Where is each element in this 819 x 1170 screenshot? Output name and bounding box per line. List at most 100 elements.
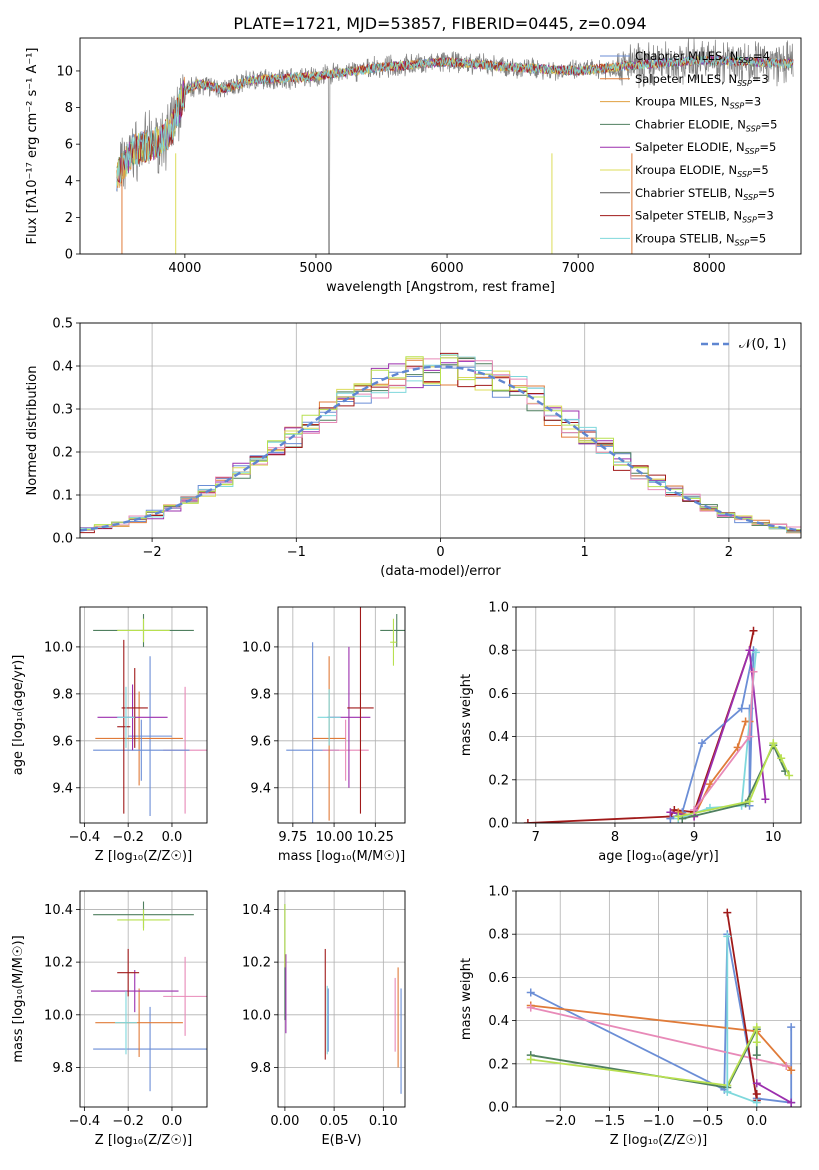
x-tick-label: 7000 bbox=[562, 261, 595, 276]
weight-marker bbox=[752, 1098, 761, 1107]
weight-marker bbox=[698, 739, 707, 748]
legend-value: =5 bbox=[749, 231, 766, 245]
y-tick-label: 0.0 bbox=[52, 532, 73, 547]
legend-subscript: SSP bbox=[746, 124, 761, 133]
plot-area bbox=[116, 38, 794, 254]
data-point bbox=[93, 719, 190, 781]
legend-label: Chabrier MILES, NSSP=4 bbox=[635, 49, 770, 65]
y-tick-label: 1.0 bbox=[488, 885, 509, 900]
weight-marker bbox=[723, 932, 732, 941]
x-tick-label: 6000 bbox=[431, 261, 464, 276]
x-tick-label: −1.5 bbox=[594, 1114, 626, 1129]
plot-area bbox=[284, 904, 402, 1094]
weight-marker bbox=[761, 795, 770, 804]
y-tick-label: 1.0 bbox=[488, 601, 509, 616]
x-tick-label: 2 bbox=[725, 545, 733, 560]
weight-marker bbox=[690, 806, 699, 815]
x-tick-label: −2.0 bbox=[544, 1114, 576, 1129]
plot-area bbox=[523, 626, 794, 823]
x-tick-label: 0.0 bbox=[746, 1114, 767, 1129]
x-axis-label: mass [log₁₀(M/M☉)] bbox=[278, 849, 405, 864]
x-tick-label: 0.10 bbox=[369, 1114, 398, 1129]
weight-marker bbox=[787, 1066, 796, 1075]
weight-marker bbox=[745, 797, 754, 806]
x-axis-label: E(B-V) bbox=[321, 1133, 361, 1148]
y-axis-label: mass weight bbox=[459, 674, 474, 756]
axes-frame bbox=[79, 606, 208, 824]
plot-area bbox=[93, 614, 207, 816]
x-tick-label: 10.00 bbox=[315, 830, 352, 845]
model-spectrum bbox=[116, 55, 794, 184]
y-tick-label: 9.6 bbox=[250, 734, 271, 749]
x-tick-label: 5000 bbox=[299, 261, 332, 276]
legend-subscript: SSP bbox=[735, 238, 750, 247]
legend-subscript: SSP bbox=[743, 193, 758, 202]
weight-marker bbox=[523, 819, 532, 823]
weight-series bbox=[756, 1082, 792, 1104]
panel-mass_vs_ebv: 0.00 0.05 0.10 9.8 10.0 10.2 10.4 E(B-V) bbox=[242, 890, 406, 1148]
x-tick-label: 0.0 bbox=[162, 830, 183, 845]
y-tick-label: 4 bbox=[65, 174, 73, 189]
x-axis-label: Z [log₁₀(Z/Z☉)] bbox=[610, 1133, 707, 1148]
weight-marker bbox=[723, 908, 732, 917]
x-tick-label: −1.0 bbox=[643, 1114, 675, 1129]
x-tick-label: 4000 bbox=[168, 261, 201, 276]
x-tick-label: −0.2 bbox=[112, 1114, 144, 1129]
x-tick-label: 9.75 bbox=[278, 830, 307, 845]
weight-marker bbox=[526, 1003, 535, 1012]
legend-n: N bbox=[735, 186, 744, 200]
x-tick-label: 10.25 bbox=[357, 830, 394, 845]
weight-series bbox=[670, 649, 767, 818]
weight-marker bbox=[782, 1061, 791, 1070]
panel-age_vs_Z: −0.4 −0.2 0.0 9.4 9.6 9.8 10.0 Z [log₁₀(Z/Z☉)] a… bbox=[11, 606, 208, 864]
x-tick-label: −2 bbox=[143, 545, 162, 560]
data-point bbox=[117, 639, 131, 814]
data-point bbox=[95, 691, 183, 786]
y-tick-label: 9.8 bbox=[52, 687, 73, 702]
x-tick-label: −0.2 bbox=[112, 830, 144, 845]
y-tick-label: 9.8 bbox=[52, 1061, 73, 1076]
weight-marker bbox=[526, 988, 535, 997]
weight-series bbox=[678, 720, 750, 818]
x-tick-label: −0.4 bbox=[69, 830, 101, 845]
data-point bbox=[117, 948, 140, 997]
y-tick-label: 9.8 bbox=[250, 687, 271, 702]
x-axis-label: (data-model)/error bbox=[380, 564, 501, 579]
weight-marker bbox=[745, 646, 754, 655]
weight-marker bbox=[752, 1090, 761, 1099]
y-axis-label: mass [log₁₀(M/M☉)] bbox=[11, 935, 26, 1062]
y-tick-label: 8 bbox=[65, 101, 73, 116]
y-axis-label: Flux [fλ10⁻¹⁷ erg cm⁻² s⁻¹ A⁻¹] bbox=[25, 48, 40, 245]
y-tick-label: 0.6 bbox=[488, 687, 509, 702]
y-tick-label: 0.0 bbox=[488, 817, 509, 832]
legend-value: =4 bbox=[753, 49, 770, 63]
y-tick-label: 0.3 bbox=[52, 403, 73, 418]
y-tick-label: 6 bbox=[65, 138, 73, 153]
weight-marker bbox=[777, 754, 786, 763]
data-point bbox=[117, 686, 135, 748]
weight-marker bbox=[752, 1038, 761, 1047]
weight-series bbox=[530, 934, 793, 1104]
x-tick-label: 0.00 bbox=[270, 1114, 299, 1129]
plot-area bbox=[526, 908, 796, 1107]
figure-title: PLATE=1721, MJD=53857, FIBERID=0445, z=0… bbox=[233, 14, 646, 33]
axes-frame bbox=[277, 606, 406, 824]
legend-value: =5 bbox=[759, 140, 776, 154]
axes-frame bbox=[79, 890, 208, 1108]
y-tick-label: 0.1 bbox=[52, 489, 73, 504]
x-tick-label: 9 bbox=[690, 830, 698, 845]
x-tick-label: 0.05 bbox=[320, 1114, 349, 1129]
weight-series bbox=[678, 652, 757, 820]
legend-value: =5 bbox=[758, 186, 775, 200]
legend-subscript: SSP bbox=[742, 216, 757, 225]
weight-marker bbox=[745, 732, 754, 741]
y-axis-label: Normed distribution bbox=[25, 366, 40, 496]
y-tick-label: 0.4 bbox=[488, 1014, 509, 1029]
y-tick-label: 0.2 bbox=[488, 1057, 509, 1072]
y-tick-label: 0.4 bbox=[488, 730, 509, 745]
legend-label: Kroupa MILES, NSSP=3 bbox=[635, 95, 761, 111]
axes-frame bbox=[515, 606, 802, 824]
data-point bbox=[317, 689, 341, 746]
legend-label: 𝒩(0, 1) bbox=[739, 337, 786, 352]
